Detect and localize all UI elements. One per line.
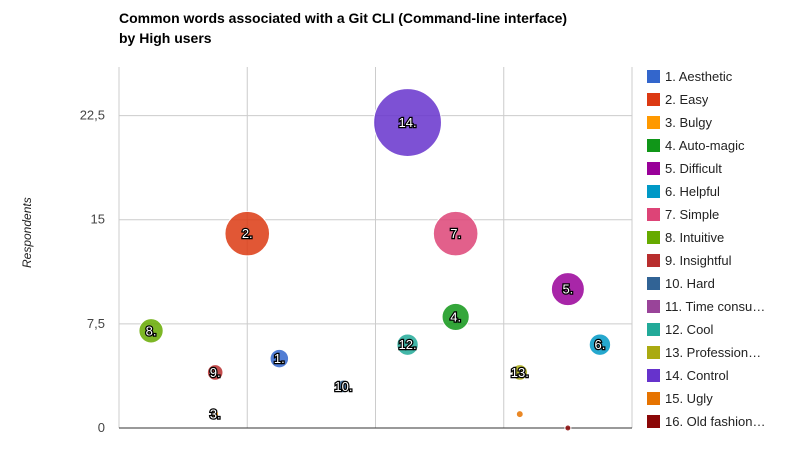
legend-label: 2. Easy	[665, 92, 709, 107]
legend-swatch	[647, 369, 660, 382]
legend-label: 8. Intuitive	[665, 230, 725, 245]
legend-item[interactable]: 15. Ugly	[647, 387, 787, 410]
bubble-label: 6.	[595, 337, 606, 352]
bubble-label: 13.	[511, 365, 529, 380]
legend-item[interactable]: 8. Intuitive	[647, 226, 787, 249]
y-tick-label: 7,5	[87, 316, 105, 331]
legend-item[interactable]: 9. Insightful	[647, 249, 787, 272]
chart-legend: 1. Aesthetic 2. Easy 3. Bulgy 4. Auto-magic…	[647, 65, 787, 433]
bubble-label: 9.	[210, 365, 221, 380]
legend-label: 11. Time consu…	[665, 299, 766, 314]
legend-item[interactable]: 7. Simple	[647, 203, 787, 226]
bubble-label: 12.	[399, 337, 417, 352]
bubble	[224, 210, 271, 257]
bubble	[138, 318, 164, 344]
legend-label: 13. Profession…	[665, 345, 762, 360]
legend-label: 1. Aesthetic	[665, 69, 733, 84]
legend-label: 5. Difficult	[665, 161, 722, 176]
bubble-label: 3.	[210, 407, 221, 422]
bubble-label: 2.	[242, 226, 253, 241]
bubble	[211, 410, 220, 419]
legend-label: 14. Control	[665, 368, 729, 383]
legend-item[interactable]: 16. Old fashion…	[647, 410, 787, 433]
legend-item[interactable]: 2. Easy	[647, 88, 787, 111]
legend-swatch	[647, 323, 660, 336]
bubble	[550, 272, 585, 307]
legend-label: 7. Simple	[665, 207, 720, 222]
legend-item[interactable]: 4. Auto-magic	[647, 134, 787, 157]
legend-label: 10. Hard	[665, 276, 715, 291]
legend-swatch	[647, 231, 660, 244]
legend-label: 6. Helpful	[665, 184, 720, 199]
y-tick-label: 0	[98, 420, 105, 435]
bubble-label: 10.	[334, 379, 352, 394]
bubble	[564, 424, 572, 432]
legend-item[interactable]: 6. Helpful	[647, 180, 787, 203]
legend-label: 4. Auto-magic	[665, 138, 745, 153]
chart-title-line-1: Common words associated with a Git CLI (…	[119, 10, 568, 26]
bubble-label: 14.	[399, 115, 417, 130]
bubble	[373, 88, 442, 157]
legend-item[interactable]: 5. Difficult	[647, 157, 787, 180]
legend-item[interactable]: 1. Aesthetic	[647, 65, 787, 88]
legend-swatch	[647, 116, 660, 129]
bubble	[336, 379, 351, 394]
legend-item[interactable]: 3. Bulgy	[647, 111, 787, 134]
legend-swatch	[647, 254, 660, 267]
legend-label: 3. Bulgy	[665, 115, 712, 130]
legend-item[interactable]: 14. Control	[647, 364, 787, 387]
legend-item[interactable]: 10. Hard	[647, 272, 787, 295]
legend-label: 16. Old fashion…	[665, 414, 766, 429]
legend-swatch	[647, 277, 660, 290]
legend-item[interactable]: 13. Profession…	[647, 341, 787, 364]
legend-swatch	[647, 346, 660, 359]
legend-swatch	[647, 415, 660, 428]
y-tick-label: 15	[91, 212, 105, 227]
bubble	[206, 364, 224, 381]
bubble	[269, 348, 290, 369]
bubble	[396, 333, 419, 356]
legend-swatch	[647, 300, 660, 313]
chart-title: Common words associated with a Git CLI (…	[119, 8, 659, 48]
bubble-label: 8.	[146, 323, 157, 338]
legend-label: 12. Cool	[665, 322, 714, 337]
bubble	[588, 333, 612, 356]
bubble-label: 4.	[450, 309, 461, 324]
bubble	[511, 364, 529, 381]
bubble	[515, 410, 524, 419]
bubble-label: 5.	[562, 282, 573, 297]
legend-item[interactable]: 12. Cool	[647, 318, 787, 341]
y-tick-label: 22,5	[80, 108, 105, 123]
chart-title-line-2: by High users	[119, 30, 212, 46]
bubble	[441, 302, 470, 332]
legend-label: 9. Insightful	[665, 253, 732, 268]
bubble	[432, 210, 479, 257]
legend-swatch	[647, 208, 660, 221]
legend-swatch	[647, 70, 660, 83]
bubble-label: 1.	[274, 351, 285, 366]
legend-item[interactable]: 11. Time consu…	[647, 295, 787, 318]
legend-swatch	[647, 185, 660, 198]
legend-swatch	[647, 93, 660, 106]
bubble-label: 7.	[450, 226, 461, 241]
legend-label: 15. Ugly	[665, 391, 713, 406]
legend-swatch	[647, 162, 660, 175]
legend-swatch	[647, 139, 660, 152]
legend-swatch	[647, 392, 660, 405]
